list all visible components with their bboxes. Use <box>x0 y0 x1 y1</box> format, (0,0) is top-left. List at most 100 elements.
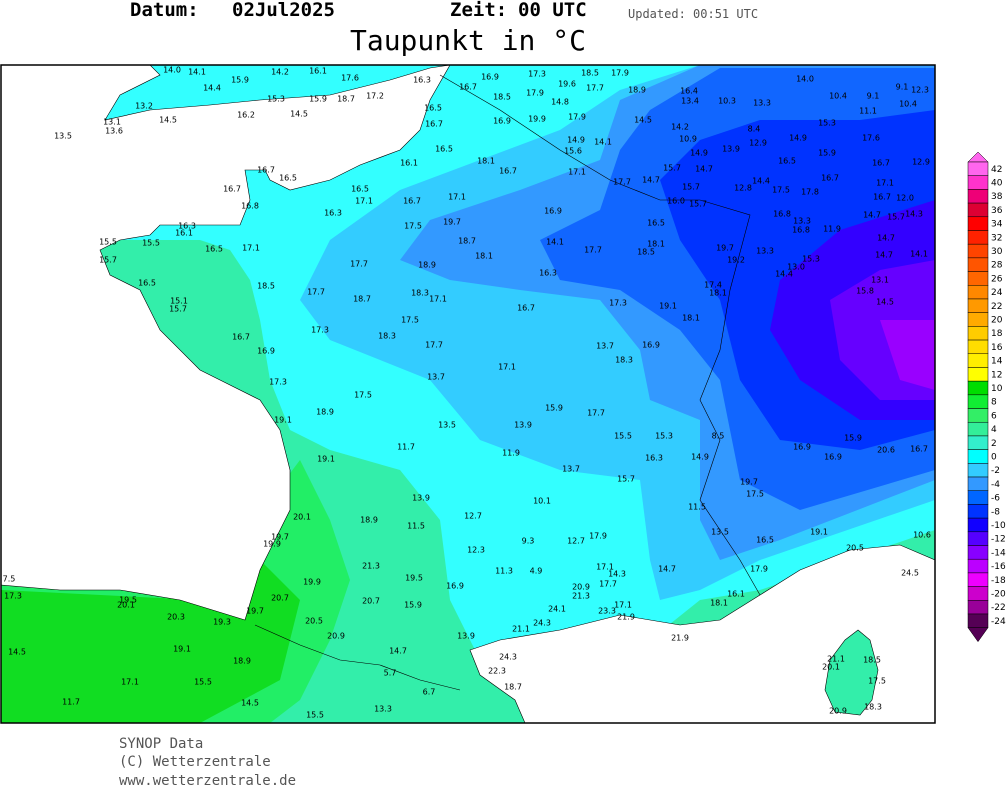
colorbar-label: 12 <box>991 370 1002 380</box>
station-value: 21.1 <box>512 625 530 634</box>
station-value: 15.3 <box>818 119 836 128</box>
station-value: 14.9 <box>567 136 585 145</box>
station-value: 17.5 <box>746 490 764 499</box>
colorbar-label: -24 <box>991 617 1006 627</box>
station-value: 11.1 <box>859 107 877 116</box>
border <box>254 624 461 691</box>
colorbar-box <box>967 504 989 519</box>
map-title: Taupunkt in °C <box>350 24 586 57</box>
station-value: 18.3 <box>378 332 396 341</box>
colorbar-box <box>967 586 989 601</box>
colorbar-label: 26 <box>991 274 1003 284</box>
station-value: 14.1 <box>910 250 928 259</box>
station-value: 16.9 <box>257 347 275 356</box>
station-value: 21.9 <box>671 634 689 643</box>
station-value: 19.1 <box>659 302 677 311</box>
footer-line: SYNOP Data <box>119 736 203 752</box>
station-value: 17.9 <box>750 565 768 574</box>
station-value: 17.1 <box>568 168 586 177</box>
station-value: 19.3 <box>213 618 231 627</box>
station-value: 16.9 <box>446 582 464 591</box>
station-value: 14.0 <box>796 75 814 84</box>
station-value: 16.5 <box>756 536 774 545</box>
station-value: 15.5 <box>194 678 212 687</box>
station-value: 14.7 <box>389 647 407 656</box>
station-value: 15.5 <box>142 239 160 248</box>
station-value: 19.7 <box>443 218 461 227</box>
colorbar-box <box>967 257 989 272</box>
station-value: 15.9 <box>404 601 422 610</box>
sea <box>469 544 935 723</box>
station-value: 11.9 <box>502 449 520 458</box>
station-value: 17.5 <box>354 391 372 400</box>
colorbar-box <box>967 216 989 231</box>
colorbar-label: 40 <box>991 179 1003 189</box>
station-value: 17.8 <box>801 188 819 197</box>
station-value: 18.1 <box>647 240 665 249</box>
station-value: 18.1 <box>477 157 495 166</box>
station-value: 11.7 <box>62 698 80 707</box>
stations: 14.0 14.1 15.9 14.2 16.1 17.6 16.3 16.9 17.3 19.6… <box>3 66 931 720</box>
station-value: 18.7 <box>458 237 476 246</box>
station-value: 19.9 <box>263 540 281 549</box>
colorbar-box <box>967 408 989 423</box>
island <box>824 629 879 716</box>
station-value: 24.1 <box>548 605 566 614</box>
station-value: 16.7 <box>257 166 275 175</box>
station-value: 19.2 <box>727 256 745 265</box>
station-value: 12.7 <box>464 512 482 521</box>
colorbar-label: 0 <box>991 452 997 462</box>
station-value: 9.3 <box>522 537 535 546</box>
station-value: 14.5 <box>290 110 308 119</box>
station-value: 15.7 <box>682 183 700 192</box>
station-value: 17.4 <box>704 281 722 290</box>
colorbar-box <box>967 613 989 628</box>
station-value: 14.1 <box>188 68 206 77</box>
station-value: 13.1 <box>871 276 889 285</box>
station-value: 14.5 <box>159 116 177 125</box>
station-value: 14.4 <box>752 177 770 186</box>
station-value: 16.5 <box>279 174 297 183</box>
colorbar-box <box>967 421 989 437</box>
station-value: 14.9 <box>691 453 709 462</box>
station-value: 20.1 <box>117 601 135 610</box>
station-value: 15.9 <box>309 95 327 104</box>
station-value: 17.7 <box>599 580 617 589</box>
station-value: 16.9 <box>544 207 562 216</box>
colorbar-box <box>967 517 989 533</box>
colorbar-label: 34 <box>991 220 1003 230</box>
station-value: 16.5 <box>351 185 369 194</box>
colorbar-box <box>967 367 989 382</box>
colorbar-label: 42 <box>991 165 1002 175</box>
station-value: 16.9 <box>642 341 660 350</box>
footer-line: www.wetterzentrale.de <box>119 773 296 787</box>
station-value: 19.1 <box>317 455 335 464</box>
station-value: 17.3 <box>269 378 287 387</box>
station-value: 19.9 <box>303 578 321 587</box>
footer-line: (C) Wetterzentrale <box>119 754 271 770</box>
station-value: 16.1 <box>400 159 418 168</box>
station-value: 12.9 <box>749 139 767 148</box>
station-value: 17.5 <box>868 677 886 686</box>
station-value: 11.7 <box>397 443 415 452</box>
station-value: 10.1 <box>533 497 551 506</box>
colorbar-box <box>967 326 989 341</box>
station-value: 16.4 <box>680 87 698 96</box>
station-value: 15.5 <box>99 238 117 247</box>
colorbar: 424038363432302826242220181614121086420-… <box>967 151 1006 643</box>
station-value: 16.8 <box>792 226 810 235</box>
station-value: 21.9 <box>617 613 635 622</box>
colorbar-label: -12 <box>991 535 1006 545</box>
station-value: 16.7 <box>459 83 477 92</box>
station-value: 14.3 <box>905 210 923 219</box>
station-value: 20.9 <box>327 632 345 641</box>
station-value: 14.5 <box>634 116 652 125</box>
station-value: 16.1 <box>175 229 193 238</box>
colorbar-cap <box>967 151 989 163</box>
time: 00 UTC <box>518 0 587 21</box>
station-value: 10.6 <box>913 531 931 540</box>
station-value: 13.2 <box>135 102 153 111</box>
station-value: 18.9 <box>418 261 436 270</box>
station-value: 14.7 <box>695 165 713 174</box>
